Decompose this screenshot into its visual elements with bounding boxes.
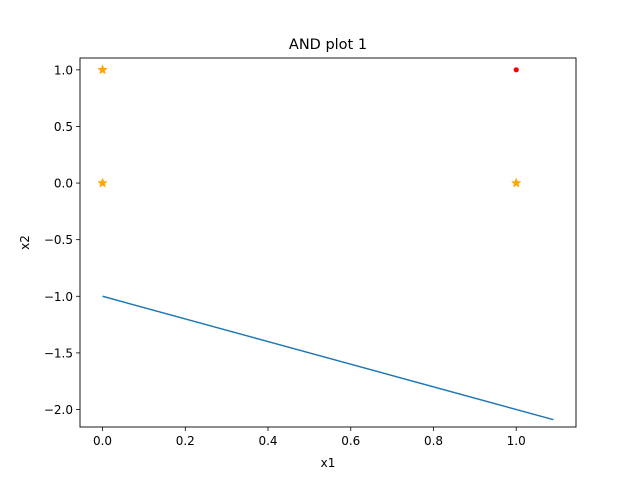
- x-axis-label: x1: [321, 456, 336, 470]
- y-tick-label: −0.5: [44, 233, 73, 247]
- x-tick-label: 0.8: [424, 434, 443, 448]
- y-tick-label: −2.0: [44, 403, 73, 417]
- x-axis: 0.0 0.2 0.4 0.6 0.8 1.0: [93, 427, 526, 448]
- y-tick-label: 0.5: [54, 120, 73, 134]
- x-tick-label: 0.4: [258, 434, 277, 448]
- star-point: [97, 178, 108, 188]
- y-tick-label: −1.0: [44, 290, 73, 304]
- y-axis-label: x2: [18, 235, 32, 250]
- decision-line: [102, 295, 554, 421]
- star-point: [511, 178, 521, 188]
- y-tick-label: 0.0: [54, 177, 73, 191]
- star-point: [97, 64, 108, 74]
- plot-frame: [79, 57, 577, 428]
- x-tick-label: 0.2: [176, 434, 195, 448]
- y-tick-label: −1.5: [44, 346, 73, 360]
- y-axis: 1.0 0.5 0.0 −0.5 −1.0 −1.5 −2.0: [44, 63, 80, 417]
- x-tick-label: 0.6: [341, 434, 360, 448]
- chart-title: AND plot 1: [289, 37, 367, 53]
- plot-area: [97, 64, 554, 421]
- x-tick-label: 1.0: [507, 434, 526, 448]
- x-tick-label: 0.0: [93, 434, 112, 448]
- y-tick-label: 1.0: [54, 63, 73, 77]
- dot-point: [513, 67, 519, 73]
